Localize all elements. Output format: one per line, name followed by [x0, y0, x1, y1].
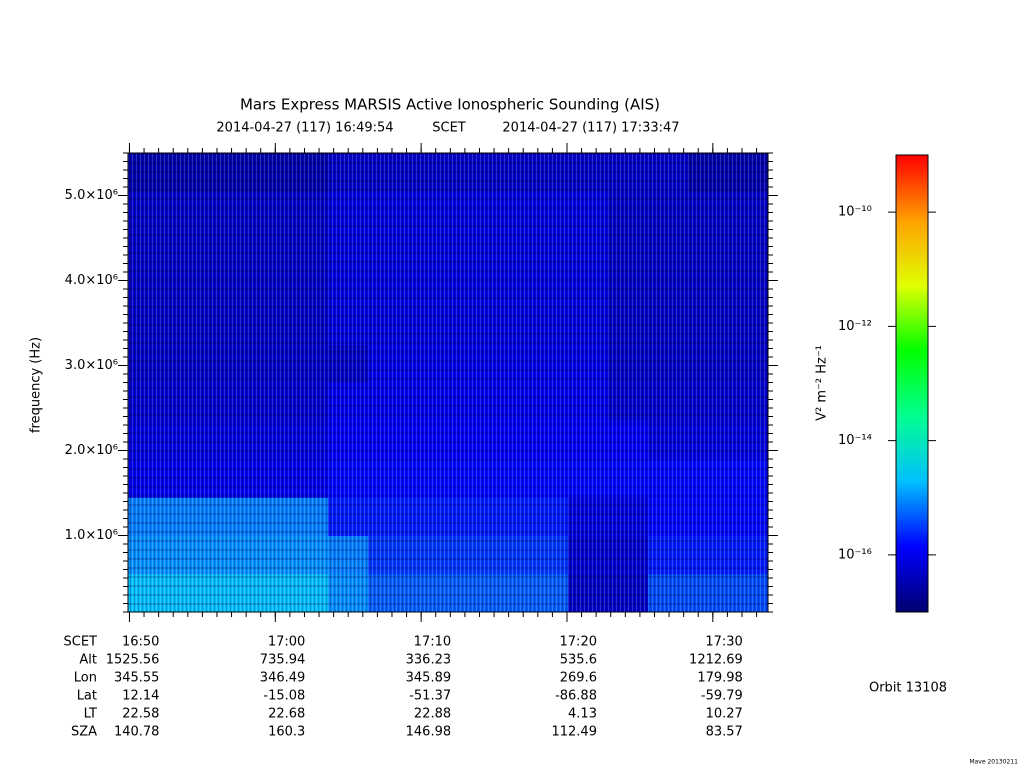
ephemeris-value: 345.89 [406, 671, 452, 686]
ephemeris-value: 269.6 [560, 671, 597, 686]
x-tick-label: 17:30 [705, 635, 742, 650]
ephemeris-value: 146.98 [406, 725, 452, 740]
ephemeris-value: 4.13 [568, 707, 597, 722]
colorbar-tick-label: 10⁻¹⁰ [838, 205, 872, 220]
ephemeris-value: -59.79 [701, 689, 743, 704]
ephemeris-value: 22.88 [414, 707, 451, 722]
footer: Mave 20130211 [969, 759, 1018, 766]
colorbar-tick-label: 10⁻¹⁴ [838, 433, 872, 448]
orbit-label: Orbit 13108 [869, 681, 947, 696]
texture [128, 153, 768, 612]
ephemeris-label: Lon [74, 671, 97, 686]
chart-title: Mars Express MARSIS Active Ionospheric S… [240, 96, 660, 114]
colorbar [895, 154, 929, 613]
ephemeris-value: -86.88 [555, 689, 597, 704]
ephemeris-header: SCET [64, 635, 98, 650]
ephemeris-value: -15.08 [263, 689, 305, 704]
ephemeris-value: 22.68 [268, 707, 305, 722]
x-tick-label: 16:50 [122, 635, 159, 650]
y-axis-label: frequency (Hz) [29, 337, 44, 433]
subtitle-end: 2014-04-27 (117) 17:33:47 [502, 121, 679, 136]
y-tick-label: 3.0×10⁶ [65, 358, 118, 373]
y-tick-label: 1.0×10⁶ [65, 528, 118, 543]
ephemeris-value: 140.78 [114, 725, 160, 740]
ephemeris-value: 10.27 [706, 707, 743, 722]
colorbar-label: V² m⁻² Hz⁻¹ [815, 345, 830, 421]
y-tick-label: 2.0×10⁶ [65, 443, 118, 458]
subtitle-start: 2014-04-27 (117) 16:49:54 [216, 121, 393, 136]
ephemeris-label: Lat [77, 689, 97, 704]
y-tick-label: 5.0×10⁶ [65, 188, 118, 203]
ephemeris-value: 336.23 [406, 653, 452, 668]
ephemeris-value: -51.37 [409, 689, 451, 704]
ephemeris-value: 1525.56 [106, 653, 160, 668]
x-tick-label: 17:10 [414, 635, 451, 650]
ephemeris-label: LT [84, 707, 97, 722]
x-tick-label: 17:00 [268, 635, 305, 650]
ephemeris-value: 735.94 [260, 653, 306, 668]
subtitle-mid: SCET [432, 121, 466, 136]
ephemeris-value: 1212.69 [689, 653, 743, 668]
colorbar-tick-label: 10⁻¹⁶ [838, 547, 872, 562]
x-tick-label: 17:20 [560, 635, 597, 650]
ephemeris-value: 160.3 [268, 725, 305, 740]
colorbar-tick-label: 10⁻¹² [838, 319, 872, 334]
ephemeris-value: 83.57 [706, 725, 743, 740]
ephemeris-value: 12.14 [122, 689, 159, 704]
ephemeris-value: 346.49 [260, 671, 306, 686]
ephemeris-label: SZA [71, 725, 97, 740]
ephemeris-value: 535.6 [560, 653, 597, 668]
ephemeris-label: Alt [79, 653, 97, 668]
ephemeris-value: 112.49 [551, 725, 597, 740]
ephemeris-value: 345.55 [114, 671, 160, 686]
ephemeris-value: 179.98 [697, 671, 743, 686]
y-tick-label: 4.0×10⁶ [65, 273, 118, 288]
ephemeris-value: 22.58 [122, 707, 159, 722]
